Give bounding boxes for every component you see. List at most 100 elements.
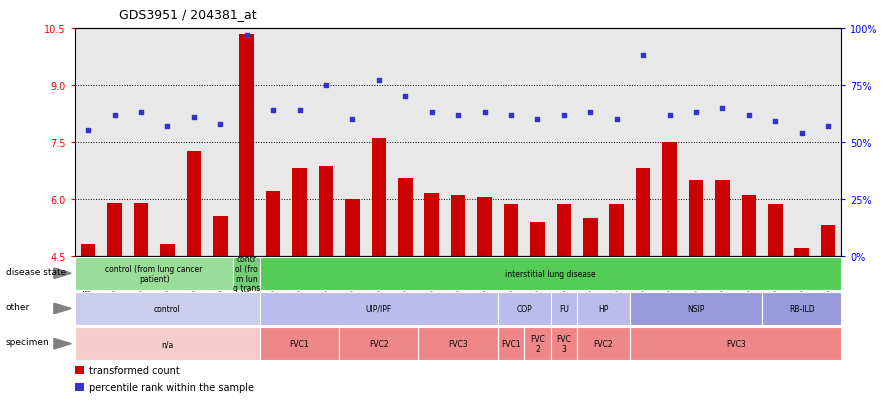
- Text: percentile rank within the sample: percentile rank within the sample: [90, 382, 255, 392]
- Bar: [451, 195, 465, 256]
- Bar: [478, 197, 492, 256]
- Bar: [689, 180, 703, 256]
- Bar: [636, 169, 650, 256]
- Point: [187, 114, 201, 121]
- Bar: [630, 328, 841, 360]
- Bar: [498, 292, 551, 325]
- Bar: [260, 328, 339, 360]
- Text: disease state: disease state: [6, 267, 66, 276]
- Text: COP: COP: [516, 304, 532, 313]
- Bar: [577, 328, 630, 360]
- Bar: [630, 292, 762, 325]
- Text: FVC
3: FVC 3: [557, 335, 571, 353]
- Bar: [524, 328, 551, 360]
- Bar: [498, 328, 524, 360]
- Bar: [75, 328, 260, 360]
- Point: [478, 109, 492, 116]
- Bar: [345, 199, 359, 256]
- Bar: [266, 192, 280, 256]
- Text: specimen: specimen: [6, 337, 49, 347]
- Bar: [530, 222, 544, 256]
- Text: FVC2: FVC2: [594, 339, 613, 348]
- Point: [768, 119, 782, 125]
- Point: [583, 109, 597, 116]
- Point: [663, 112, 677, 119]
- Point: [557, 112, 571, 119]
- Point: [292, 107, 307, 114]
- Bar: [233, 257, 260, 290]
- Bar: [81, 244, 95, 256]
- Bar: [260, 257, 841, 290]
- Point: [319, 82, 333, 89]
- Bar: [504, 205, 518, 256]
- Text: FVC
2: FVC 2: [530, 335, 544, 353]
- Bar: [663, 142, 677, 256]
- Bar: [319, 167, 333, 256]
- Point: [795, 130, 809, 137]
- Bar: [551, 328, 577, 360]
- Text: HP: HP: [598, 304, 609, 313]
- Text: control (from lung cancer
patient): control (from lung cancer patient): [106, 264, 203, 283]
- Bar: [134, 203, 148, 256]
- Bar: [75, 383, 84, 391]
- Bar: [425, 194, 439, 256]
- Point: [715, 105, 729, 112]
- Bar: [339, 328, 418, 360]
- Point: [689, 109, 703, 116]
- Bar: [260, 292, 498, 325]
- Bar: [372, 139, 386, 256]
- Bar: [768, 205, 782, 256]
- Bar: [187, 152, 201, 256]
- Point: [821, 123, 835, 130]
- Text: interstitial lung disease: interstitial lung disease: [506, 269, 596, 278]
- Text: UIP/IPF: UIP/IPF: [366, 304, 392, 313]
- Bar: [398, 178, 412, 256]
- Bar: [577, 292, 630, 325]
- Bar: [107, 203, 122, 256]
- Text: n/a: n/a: [161, 339, 174, 348]
- Bar: [292, 169, 307, 256]
- Text: contr
ol (fro
m lun
g trans: contr ol (fro m lun g trans: [233, 254, 260, 293]
- Bar: [551, 292, 577, 325]
- Bar: [75, 366, 84, 374]
- Point: [610, 116, 624, 123]
- Point: [213, 121, 227, 128]
- Bar: [742, 195, 756, 256]
- Text: RB-ILD: RB-ILD: [788, 304, 815, 313]
- Bar: [160, 244, 174, 256]
- Text: FVC3: FVC3: [726, 339, 745, 348]
- Polygon shape: [54, 304, 71, 314]
- Bar: [240, 35, 254, 256]
- Polygon shape: [54, 339, 71, 349]
- Bar: [821, 226, 835, 256]
- Text: FVC1: FVC1: [290, 339, 309, 348]
- Point: [398, 94, 412, 100]
- Point: [81, 128, 95, 134]
- Text: GDS3951 / 204381_at: GDS3951 / 204381_at: [119, 8, 256, 21]
- Bar: [213, 216, 227, 256]
- Point: [107, 112, 122, 119]
- Text: transformed count: transformed count: [90, 366, 181, 375]
- Text: other: other: [6, 302, 30, 311]
- Bar: [75, 292, 260, 325]
- Bar: [715, 180, 729, 256]
- Point: [240, 32, 254, 39]
- Bar: [557, 205, 571, 256]
- Polygon shape: [54, 268, 71, 279]
- Text: FVC1: FVC1: [501, 339, 521, 348]
- Text: FVC2: FVC2: [369, 339, 389, 348]
- Bar: [795, 249, 809, 256]
- Text: NSIP: NSIP: [687, 304, 705, 313]
- Point: [636, 53, 650, 59]
- Text: FU: FU: [559, 304, 569, 313]
- Point: [504, 112, 518, 119]
- Bar: [583, 218, 597, 256]
- Bar: [75, 257, 233, 290]
- Point: [451, 112, 465, 119]
- Point: [134, 109, 148, 116]
- Point: [372, 78, 386, 84]
- Point: [742, 112, 756, 119]
- Bar: [610, 205, 624, 256]
- Bar: [762, 292, 841, 325]
- Point: [266, 107, 280, 114]
